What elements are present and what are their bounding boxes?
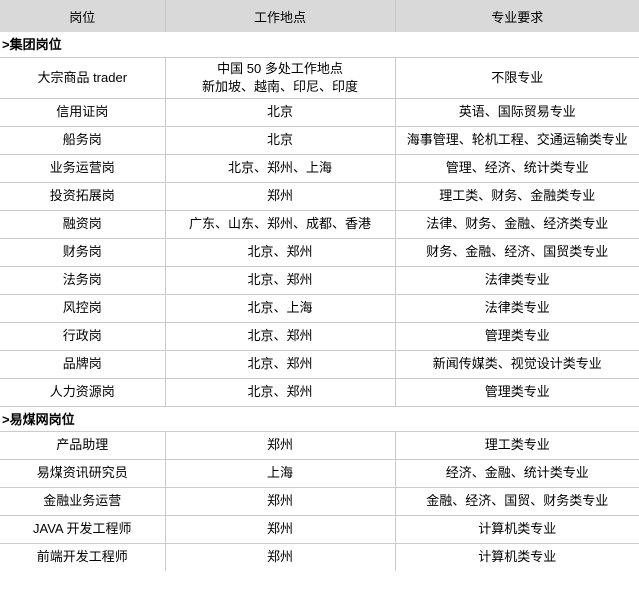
requirement-cell: 海事管理、轮机工程、交通运输类专业: [395, 126, 639, 155]
table-row: 风控岗 北京、上海 法律类专业: [0, 294, 639, 323]
requirement-cell: 经济、金融、统计类专业: [395, 459, 639, 488]
position-cell: 业务运营岗: [0, 154, 166, 183]
table-row: 财务岗 北京、郑州 财务、金融、经济、国贸类专业: [0, 238, 639, 267]
requirement-cell: 法律类专业: [395, 294, 639, 323]
job-table: 岗位 工作地点 专业要求 >集团岗位 大宗商品 trader 中国 50 多处工作地…: [0, 0, 639, 571]
position-cell: 投资拓展岗: [0, 182, 166, 211]
table-row: 融资岗 广东、山东、郑州、成都、香港 法律、财务、金融、经济类专业: [0, 210, 639, 239]
position-cell: 易煤资讯研究员: [0, 459, 166, 488]
position-cell: 大宗商品 trader: [0, 57, 166, 99]
location-cell: 北京、郑州: [165, 350, 396, 379]
column-header-requirement: 专业要求: [395, 0, 639, 32]
requirement-cell: 英语、国际贸易专业: [395, 98, 639, 127]
section-header-row: >易煤网岗位: [0, 406, 639, 432]
location-cell: 郑州: [165, 431, 396, 460]
column-header-position: 岗位: [0, 0, 166, 32]
requirement-cell: 计算机类专业: [478, 549, 557, 565]
table-row: 前端开发工程师 郑州 计算机类专业: [0, 543, 639, 571]
position-cell: 人力资源岗: [0, 378, 166, 407]
location-cell: 郑州: [165, 182, 396, 211]
position-cell: JAVA 开发工程师: [0, 515, 166, 544]
table-row: 品牌岗 北京、郑州 新闻传媒类、视觉设计类专业: [0, 350, 639, 379]
job-table-body: >集团岗位 大宗商品 trader 中国 50 多处工作地点 新加坡、越南、印尼、印…: [0, 32, 639, 571]
requirement-cell: 不限专业: [395, 57, 639, 99]
position-cell: 信用证岗: [0, 98, 166, 127]
table-row: 船务岗 北京 海事管理、轮机工程、交通运输类专业: [0, 126, 639, 155]
requirement-cell: 管理类专业: [395, 322, 639, 351]
table-row: 大宗商品 trader 中国 50 多处工作地点 新加坡、越南、印尼、印度 不限专业: [0, 57, 639, 99]
section-title: >集团岗位: [0, 32, 639, 58]
requirement-cell: 管理、经济、统计类专业: [395, 154, 639, 183]
section-title: >易煤网岗位: [0, 406, 639, 432]
column-header-location: 工作地点: [165, 0, 396, 32]
position-cell: 产品助理: [0, 431, 166, 460]
requirement-cell: 理工类、财务、金融类专业: [395, 182, 639, 211]
requirement-cell: 理工类专业: [395, 431, 639, 460]
table-row: 业务运营岗 北京、郑州、上海 管理、经济、统计类专业: [0, 154, 639, 183]
requirement-cell: 新闻传媒类、视觉设计类专业: [395, 350, 639, 379]
position-cell: 融资岗: [0, 210, 166, 239]
table-row: 金融业务运营 郑州 金融、经济、国贸、财务类专业: [0, 487, 639, 516]
location-cell: 北京: [165, 98, 396, 127]
location-cell: 郑州: [165, 543, 396, 571]
table-row: 投资拓展岗 郑州 理工类、财务、金融类专业: [0, 182, 639, 211]
table-header-row: 岗位 工作地点 专业要求: [0, 0, 639, 32]
table-row: 产品助理 郑州 理工类专业: [0, 431, 639, 460]
requirement-cell: 计算机类专业: [395, 515, 639, 544]
location-cell: 郑州: [165, 515, 396, 544]
table-row: JAVA 开发工程师 郑州 计算机类专业: [0, 515, 639, 544]
requirement-cell: 金融、经济、国贸、财务类专业: [395, 487, 639, 516]
position-cell: 财务岗: [0, 238, 166, 267]
requirement-cell: 法律类专业: [395, 266, 639, 295]
location-cell: 郑州: [165, 487, 396, 516]
requirement-cell: 管理类专业: [395, 378, 639, 407]
location-cell: 北京、郑州: [165, 266, 396, 295]
position-cell: 法务岗: [0, 266, 166, 295]
table-row: 行政岗 北京、郑州 管理类专业: [0, 322, 639, 351]
location-cell: 北京、郑州: [165, 378, 396, 407]
position-cell: 行政岗: [0, 322, 166, 351]
location-cell: 广东、山东、郑州、成都、香港: [165, 210, 396, 239]
position-cell: 前端开发工程师: [0, 543, 166, 571]
position-cell: 金融业务运营: [0, 487, 166, 516]
location-cell: 北京: [165, 126, 396, 155]
location-cell: 北京、上海: [165, 294, 396, 323]
position-cell: 品牌岗: [0, 350, 166, 379]
requirement-cell: 法律、财务、金融、经济类专业: [395, 210, 639, 239]
location-cell: 北京、郑州: [165, 322, 396, 351]
section-header-row: >集团岗位: [0, 32, 639, 58]
location-cell: 上海: [165, 459, 396, 488]
location-cell: 北京、郑州、上海: [165, 154, 396, 183]
location-cell: 北京、郑州: [165, 238, 396, 267]
table-row: 法务岗 北京、郑州 法律类专业: [0, 266, 639, 295]
requirement-cell: 财务、金融、经济、国贸类专业: [395, 238, 639, 267]
table-row: 信用证岗 北京 英语、国际贸易专业: [0, 98, 639, 127]
location-cell: 中国 50 多处工作地点 新加坡、越南、印尼、印度: [165, 57, 396, 99]
table-row: 易煤资讯研究员 上海 经济、金融、统计类专业: [0, 459, 639, 488]
position-cell: 风控岗: [0, 294, 166, 323]
position-cell: 船务岗: [0, 126, 166, 155]
table-row: 人力资源岗 北京、郑州 管理类专业: [0, 378, 639, 407]
